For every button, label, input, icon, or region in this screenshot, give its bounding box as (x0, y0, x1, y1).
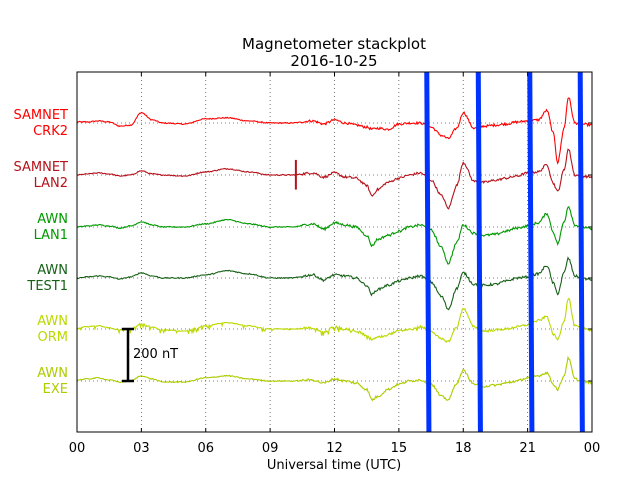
event-marker-line (577, 71, 585, 433)
station-label: EXE (43, 382, 68, 397)
trace-crk2 (76, 97, 593, 165)
x-axis-label: Universal time (UTC) (267, 458, 401, 473)
event-marker-line (424, 71, 432, 433)
network-label: AWN (37, 212, 68, 227)
scale-bar-label: 200 nT (133, 347, 178, 362)
station-labels: SAMNETCRK2SAMNETLAN2AWNLAN1AWNTEST1AWNOR… (14, 108, 69, 397)
trace-test1 (76, 256, 593, 311)
scale-bar: 200 nT (122, 327, 178, 383)
x-tick-label: 00 (584, 441, 601, 456)
trace-exe (76, 355, 593, 402)
x-tick-label: 21 (519, 441, 536, 456)
network-label: AWN (37, 263, 68, 278)
x-tick-label: 18 (455, 441, 472, 456)
network-label: SAMNET (14, 108, 69, 123)
event-marker-line (475, 71, 483, 433)
x-axis: 00 03 06 09 12 15 18 21 00 (69, 72, 601, 456)
x-tick-label: 00 (69, 441, 86, 456)
station-label: ORM (38, 330, 68, 345)
traces (76, 97, 593, 402)
x-tick-label: 12 (326, 441, 343, 456)
chart-title: Magnetometer stackplot (242, 35, 426, 53)
grid (77, 72, 592, 432)
network-label: AWN (37, 366, 68, 381)
x-tick-label: 09 (262, 441, 279, 456)
event-markers (424, 71, 585, 433)
trace-orm (76, 297, 593, 344)
x-tick-label: 06 (197, 441, 214, 456)
station-label: LAN2 (34, 176, 68, 191)
chart-subtitle: 2016-10-25 (290, 52, 377, 70)
station-label: TEST1 (26, 279, 68, 294)
network-label: SAMNET (14, 160, 69, 175)
trace-lan1 (76, 205, 593, 265)
station-label: CRK2 (33, 124, 68, 139)
station-label: LAN1 (34, 228, 68, 243)
x-tick-label: 03 (133, 441, 150, 456)
event-marker-line (527, 71, 535, 433)
x-tick-label: 15 (391, 441, 408, 456)
network-label: AWN (37, 314, 68, 329)
trace-lan2 (76, 148, 593, 210)
